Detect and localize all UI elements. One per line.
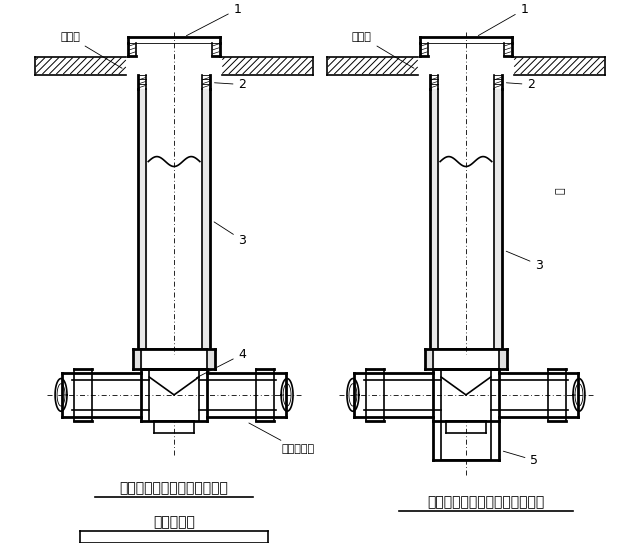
Text: 非道路: 非道路 (60, 32, 122, 68)
Text: 3: 3 (214, 222, 246, 247)
Text: 非防护井盖检查井（有流槽）: 非防护井盖检查井（有流槽） (120, 481, 228, 495)
Text: 1: 1 (186, 3, 241, 36)
Text: 5: 5 (503, 451, 538, 467)
Text: 埋地排水管: 埋地排水管 (249, 423, 314, 454)
Text: 部件名称表: 部件名称表 (153, 515, 195, 529)
Text: 4: 4 (196, 348, 246, 378)
Text: 2: 2 (506, 78, 535, 91)
Text: 沉: 沉 (555, 187, 565, 194)
Text: 3: 3 (506, 251, 543, 271)
Text: 非防护井盖检查井（有沉泥室）: 非防护井盖检查井（有沉泥室） (427, 495, 545, 509)
Text: 非道路: 非道路 (352, 32, 414, 68)
Text: 1: 1 (478, 3, 529, 35)
Text: 2: 2 (214, 78, 246, 91)
